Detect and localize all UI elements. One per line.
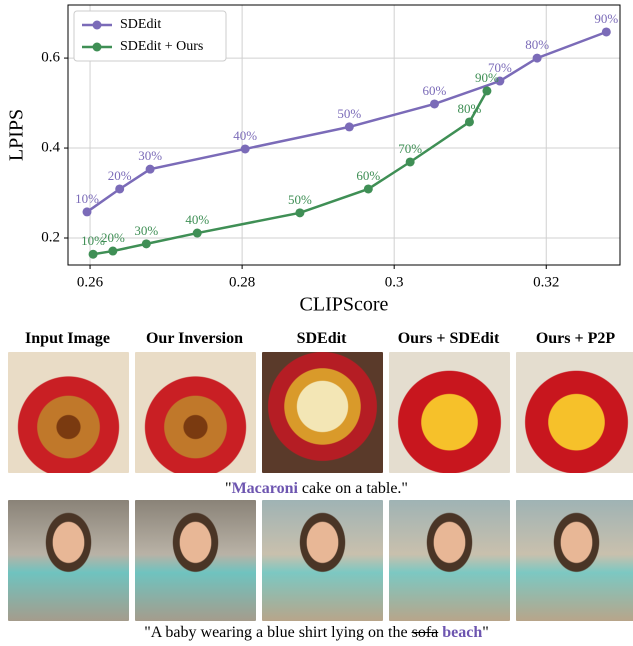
point-label: 60% (356, 168, 380, 183)
data-point (89, 250, 98, 259)
legend-marker (93, 43, 102, 52)
data-point (115, 184, 124, 193)
column-header: Our Inversion (131, 330, 258, 348)
y-tick-label: 0.4 (41, 139, 60, 155)
point-label: 80% (458, 101, 482, 116)
y-axis-label: LPIPS (6, 109, 28, 161)
column-header: SDEdit (258, 330, 385, 348)
column-header: Ours + SDEdit (385, 330, 512, 348)
caption: "A baby wearing a blue shirt lying on th… (0, 624, 633, 642)
data-point (146, 165, 155, 174)
data-point (602, 27, 611, 36)
column-header: Ours + P2P (512, 330, 633, 348)
point-label: 50% (337, 106, 361, 121)
point-label: 90% (594, 11, 618, 26)
point-label: 80% (525, 37, 549, 52)
chart: CLIPScore LPIPS 0.26 0.28 0.3 0.32 0.2 0.4 0.6… (0, 0, 633, 320)
caption-highlight: Macaroni (232, 480, 298, 497)
caption-text: cake on a table." (298, 480, 408, 497)
data-point (482, 86, 491, 95)
point-label: 20% (101, 230, 125, 245)
caption-text: "A baby wearing a blue shirt lying on th… (144, 624, 411, 641)
point-label: 40% (233, 128, 257, 143)
point-label: 70% (398, 141, 422, 156)
x-tick-label: 0.28 (229, 274, 255, 290)
point-label: 30% (138, 148, 162, 163)
x-tick-label: 0.3 (385, 274, 404, 290)
x-tick-label: 0.32 (533, 274, 559, 290)
point-label: 50% (288, 192, 312, 207)
legend-label: SDEdit (120, 17, 161, 32)
image (262, 500, 383, 621)
data-point (193, 229, 202, 238)
x-axis-label: CLIPScore (300, 294, 389, 316)
data-point (142, 239, 151, 248)
image (389, 500, 510, 621)
image (135, 500, 256, 621)
image (389, 352, 510, 473)
legend-marker (93, 21, 102, 30)
image (516, 352, 633, 473)
x-tick-label: 0.26 (77, 274, 104, 290)
y-tick-label: 0.2 (41, 229, 60, 245)
point-label: 20% (108, 168, 132, 183)
column-header: Input Image (4, 330, 131, 348)
data-point (430, 99, 439, 108)
data-point (83, 207, 92, 216)
point-label: 30% (134, 223, 158, 238)
image (516, 500, 633, 621)
caption-highlight: beach (442, 624, 482, 641)
caption-strike: sofa (412, 624, 439, 641)
point-label: 10% (75, 191, 99, 206)
image (8, 500, 129, 621)
legend-label: SDEdit + Ours (120, 39, 203, 54)
y-tick-label: 0.6 (41, 50, 60, 66)
caption: "Macaroni cake on a table." (0, 480, 633, 498)
data-point (364, 184, 373, 193)
data-point (465, 117, 474, 126)
data-point (295, 208, 304, 217)
data-point (241, 144, 250, 153)
caption-text: " (482, 624, 489, 641)
point-label: 90% (475, 70, 499, 85)
point-label: 60% (423, 83, 447, 98)
page: {"chart_data": {"type": "line", "x_label… (0, 0, 633, 646)
data-point (108, 247, 117, 256)
data-point (533, 54, 542, 63)
data-point (345, 122, 354, 131)
image (135, 352, 256, 473)
data-point (406, 157, 415, 166)
point-label: 40% (185, 212, 209, 227)
image (8, 352, 129, 473)
image (262, 352, 383, 473)
